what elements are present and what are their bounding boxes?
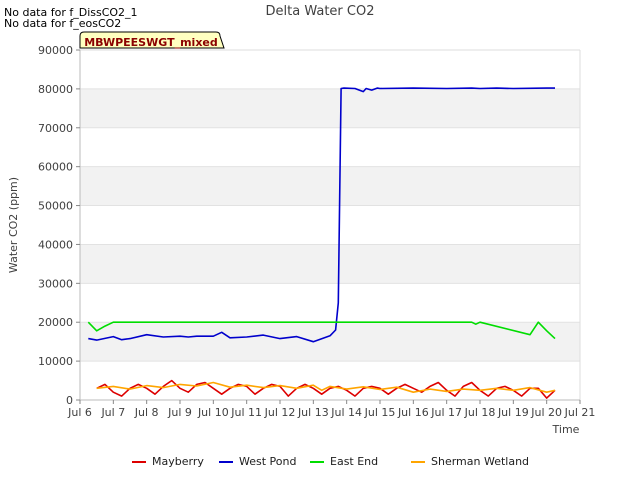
y-tick-label: 20000 <box>38 316 73 329</box>
x-tick-label: Jul 13 <box>297 406 329 419</box>
y-tick-label: 30000 <box>38 277 73 290</box>
legend-label: West Pond <box>239 455 296 468</box>
legend-label: Mayberry <box>152 455 204 468</box>
x-axis-label: Time <box>552 423 580 436</box>
x-tick-label: Jul 16 <box>397 406 429 419</box>
x-tick-label: Jul 20 <box>530 406 562 419</box>
series-line-west-pond <box>88 87 555 343</box>
legend-label: Sherman Wetland <box>431 455 529 468</box>
y-axis-label: Water CO2 (ppm) <box>7 177 20 273</box>
no-data-note-eosco2: No data for f_eosCO2 <box>4 17 122 30</box>
x-tick-label: Jul 7 <box>100 406 125 419</box>
x-tick-label: Jul 19 <box>497 406 529 419</box>
legend-label: East End <box>330 455 378 468</box>
x-tick-label: Jul 6 <box>67 406 92 419</box>
x-tick-label: Jul 18 <box>464 406 496 419</box>
x-tick-label: Jul 12 <box>264 406 296 419</box>
legend-item-west-pond: West Pond <box>219 455 296 468</box>
legend-item-mayberry: Mayberry <box>132 455 204 468</box>
mixed-badge-label: MBWPEESWGT_mixed <box>84 36 218 49</box>
chart-title: Delta Water CO2 <box>266 4 375 19</box>
series-lines <box>87 87 556 399</box>
series-line-sherman-wetland <box>96 381 556 394</box>
y-tick-label: 0 <box>66 394 73 407</box>
mixed-badge: MBWPEESWGT_mixed <box>79 31 225 49</box>
y-tick-label: 70000 <box>38 122 73 135</box>
legend: Mayberry West Pond East End Sherman Wetland <box>132 455 529 468</box>
y-tick-label: 80000 <box>38 83 73 96</box>
grid-band <box>80 166 580 206</box>
x-tick-label: Jul 21 <box>564 406 596 419</box>
grid-band <box>80 322 580 362</box>
grid-bands <box>80 49 580 401</box>
mixed-badge-box <box>79 31 225 49</box>
grid-band <box>80 88 580 128</box>
no-data-note-dissco2: No data for f_DissCO2_1 <box>4 6 138 19</box>
x-tick-label: Jul 17 <box>430 406 462 419</box>
y-tick-label: 40000 <box>38 238 73 251</box>
grid-band <box>80 244 580 284</box>
y-ticks: 0 10000 20000 30000 40000 50000 60000 70000 8000… <box>38 44 80 407</box>
series-line-mayberry <box>96 379 556 399</box>
x-ticks: Jul 6 Jul 7 Jul 8 Jul 9 Jul 10 Jul 11 Jul 12 Ju… <box>67 400 595 419</box>
x-tick-label: Jul 11 <box>230 406 262 419</box>
legend-item-sherman-wetland: Sherman Wetland <box>411 455 529 468</box>
no-data-notes: No data for f_DissCO2_1 No data for f_eo… <box>4 7 138 29</box>
legend-item-east-end: East End <box>310 455 378 468</box>
x-tick-label: Jul 9 <box>167 406 192 419</box>
y-tick-label: 60000 <box>38 161 73 174</box>
x-tick-label: Jul 8 <box>134 406 159 419</box>
x-tick-label: Jul 15 <box>364 406 396 419</box>
series-line-east-end <box>87 321 556 340</box>
y-tick-label: 50000 <box>38 200 73 213</box>
x-tick-label: Jul 10 <box>197 406 229 419</box>
y-tick-label: 10000 <box>38 355 73 368</box>
x-tick-label: Jul 14 <box>330 406 362 419</box>
y-tick-label: 90000 <box>38 44 73 57</box>
